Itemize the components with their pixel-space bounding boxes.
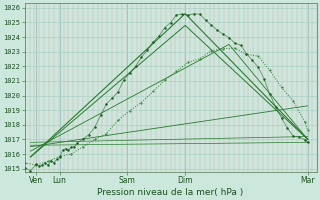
X-axis label: Pression niveau de la mer( hPa ): Pression niveau de la mer( hPa ) xyxy=(98,188,244,197)
